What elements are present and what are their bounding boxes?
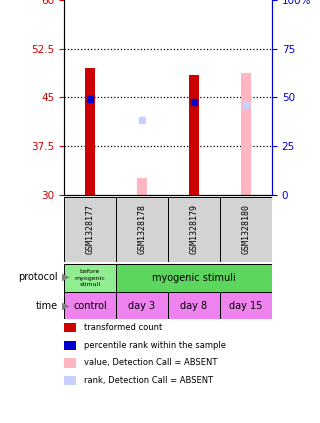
Bar (137, 179, 147, 195)
Bar (64, 292, 116, 319)
Bar (116, 292, 168, 319)
Bar (64, 264, 116, 292)
Bar (241, 73, 251, 195)
Text: day 8: day 8 (180, 301, 208, 310)
Text: control: control (73, 301, 107, 310)
Text: time: time (36, 301, 58, 310)
Text: rank, Detection Call = ABSENT: rank, Detection Call = ABSENT (84, 376, 213, 385)
Text: GSM1328180: GSM1328180 (242, 204, 251, 255)
Text: transformed count: transformed count (84, 323, 163, 332)
Bar (116, 197, 168, 262)
Text: day 3: day 3 (128, 301, 156, 310)
Text: before
myogenic
stimuli: before myogenic stimuli (75, 269, 105, 287)
Bar (220, 292, 272, 319)
Bar (168, 292, 220, 319)
Text: GSM1328179: GSM1328179 (189, 204, 198, 255)
Text: ▶: ▶ (62, 272, 70, 282)
Text: myogenic stimuli: myogenic stimuli (152, 273, 236, 283)
Text: percentile rank within the sample: percentile rank within the sample (84, 341, 226, 350)
Text: GSM1328178: GSM1328178 (138, 204, 147, 255)
Bar (116, 264, 272, 292)
Bar (168, 197, 220, 262)
Text: day 15: day 15 (229, 301, 263, 310)
Text: ▶: ▶ (62, 301, 70, 310)
Bar (189, 74, 199, 195)
Text: GSM1328177: GSM1328177 (85, 204, 94, 255)
Text: value, Detection Call = ABSENT: value, Detection Call = ABSENT (84, 358, 218, 368)
Bar (220, 197, 272, 262)
Text: protocol: protocol (18, 272, 58, 282)
Bar (64, 197, 116, 262)
Bar (85, 68, 95, 195)
